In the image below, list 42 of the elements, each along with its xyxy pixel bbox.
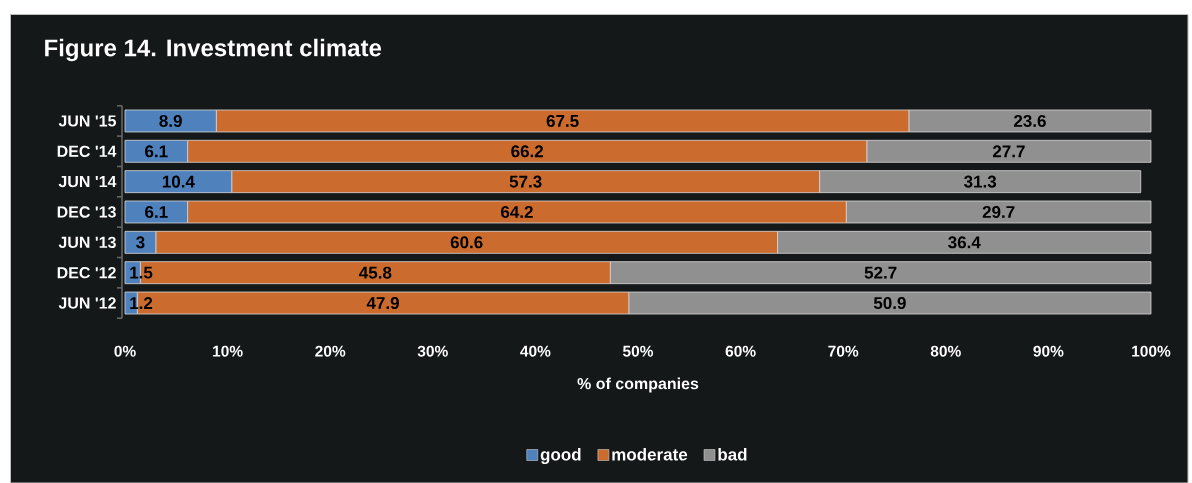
y-tick-label: DEC '12 bbox=[57, 266, 116, 279]
data-label: 64.2 bbox=[501, 205, 533, 218]
x-tick-label: 60% bbox=[725, 345, 756, 357]
x-tick-label: 40% bbox=[520, 345, 551, 357]
data-label: 6.1 bbox=[145, 205, 168, 218]
x-tick-label: 50% bbox=[622, 345, 654, 357]
y-tick-label: JUN '15 bbox=[58, 115, 117, 127]
data-label: 66.2 bbox=[511, 145, 544, 158]
data-label: 8.9 bbox=[159, 114, 182, 127]
data-label: 3 bbox=[136, 236, 145, 249]
x-tick-label: 20% bbox=[315, 345, 346, 357]
data-label: 6.1 bbox=[145, 145, 168, 158]
x-tick-label: 80% bbox=[930, 345, 961, 357]
data-label: 50.9 bbox=[873, 296, 906, 309]
y-tick-label: JUN '12 bbox=[58, 297, 116, 309]
data-label: 60.6 bbox=[450, 236, 483, 249]
x-axis-title: % of companies bbox=[577, 377, 699, 393]
data-label: 67.5 bbox=[546, 114, 579, 127]
data-label: 45.8 bbox=[359, 266, 392, 279]
x-tick-label: 10% bbox=[213, 345, 243, 357]
data-label: 27.7 bbox=[992, 145, 1025, 157]
legend-label: moderate bbox=[612, 447, 688, 461]
x-tick-label: 90% bbox=[1033, 345, 1064, 357]
y-tick-label: DEC '13 bbox=[57, 206, 116, 218]
y-tick-label: DEC '14 bbox=[57, 145, 117, 157]
data-label: 23.6 bbox=[1013, 114, 1046, 127]
data-label: 52.7 bbox=[864, 266, 897, 279]
data-label: 31.3 bbox=[964, 175, 997, 188]
y-tick-label: JUN '13 bbox=[58, 236, 116, 248]
x-tick-label: 30% bbox=[417, 345, 448, 357]
x-tick-label: 100% bbox=[1132, 345, 1171, 357]
legend-label: good bbox=[540, 447, 581, 464]
data-label: 29.7 bbox=[982, 205, 1015, 218]
data-label: 57.3 bbox=[509, 175, 542, 188]
chart-title: Figure 14. Investment climate bbox=[45, 38, 382, 61]
data-label: 47.9 bbox=[366, 296, 399, 309]
y-tick-label: JUN '14 bbox=[58, 175, 117, 187]
x-tick-label: 0% bbox=[114, 345, 136, 357]
legend-label: bad bbox=[718, 447, 747, 461]
x-tick-label: 70% bbox=[828, 345, 859, 357]
data-label: 36.4 bbox=[948, 236, 981, 249]
data-label: 10.4 bbox=[162, 175, 195, 188]
